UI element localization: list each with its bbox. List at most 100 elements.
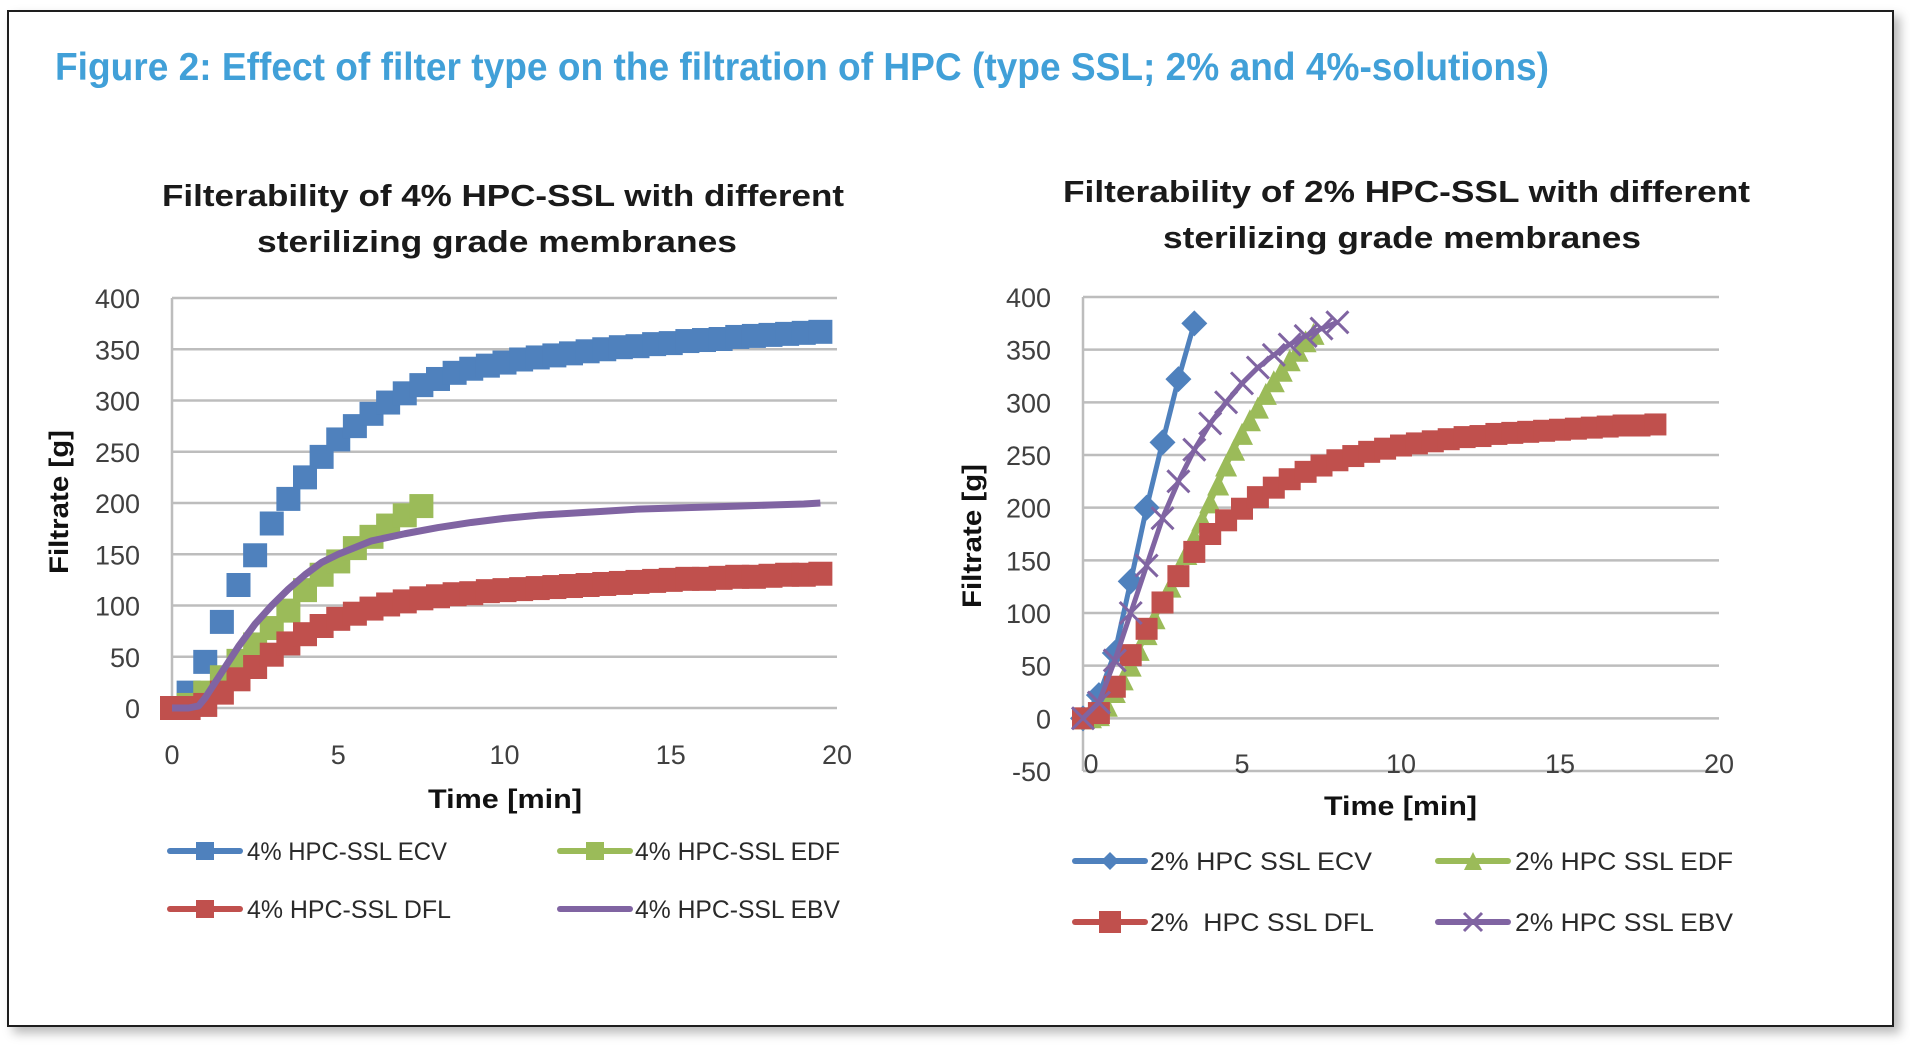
data-point xyxy=(409,494,434,519)
plot-series xyxy=(1070,310,1667,732)
legend-item-dfl: 2% HPC SSL DFL xyxy=(1072,909,1374,937)
legend-marker-icon xyxy=(1464,852,1482,870)
legend-item-edf: 4% HPC-SSL EDF xyxy=(557,838,840,866)
legend-label: 4% HPC-SSL DFL xyxy=(247,896,451,924)
data-point xyxy=(1199,491,1222,514)
y-tick-label: 250 xyxy=(1006,441,1051,471)
data-point xyxy=(808,319,833,344)
data-point xyxy=(808,561,833,586)
series-ebv xyxy=(1070,310,1350,731)
legend-item-ecv: 4% HPC-SSL ECV xyxy=(167,838,447,866)
data-point xyxy=(1231,422,1253,445)
legend-label: 2% HPC SSL DFL xyxy=(1150,909,1374,937)
legend-item-ebv: 2% HPC SSL EBV xyxy=(1435,909,1733,937)
data-point xyxy=(243,543,268,568)
chart-2pct-hpc-ssl: Filterability of 2% HPC-SSL with differe… xyxy=(957,174,1750,937)
y-tick-label: 350 xyxy=(1006,336,1051,366)
data-point xyxy=(1214,390,1239,415)
data-point xyxy=(1150,506,1175,531)
x-axis-title: Time [min] xyxy=(428,784,582,814)
series-ebv xyxy=(172,499,821,712)
y-tick-label: 150 xyxy=(95,540,140,570)
chart-title-line-1: Filterability of 2% HPC-SSL with differe… xyxy=(1063,174,1750,209)
y-tick-label: -50 xyxy=(1012,757,1051,787)
y-tick-label: 250 xyxy=(95,438,140,468)
chart-title-line-2: sterilizing grade membranes xyxy=(257,224,737,259)
data-point xyxy=(1167,565,1190,588)
legend-item-ecv: 2% HPC SSL ECV xyxy=(1072,848,1372,876)
data-point xyxy=(1119,644,1142,667)
chart-title-line-2: sterilizing grade membranes xyxy=(1163,220,1641,255)
y-tick-label: 200 xyxy=(1006,494,1051,524)
figure-title: Figure 2: Effect of filter type on the f… xyxy=(55,46,1549,89)
x-tick-label: 5 xyxy=(331,740,346,770)
y-tick-label: 100 xyxy=(1006,599,1051,629)
legend: 4% HPC-SSL ECV 4% HPC-SSL EDF 4% HPC-SSL D… xyxy=(167,838,840,924)
data-point xyxy=(1149,429,1176,456)
data-point xyxy=(1245,355,1270,380)
data-point xyxy=(1325,310,1350,335)
legend-marker-icon xyxy=(1101,852,1119,870)
data-point xyxy=(1238,409,1261,432)
data-point xyxy=(1644,413,1667,436)
series-ecv xyxy=(160,319,833,720)
x-axis-title: Time [min] xyxy=(1324,791,1477,821)
data-point xyxy=(1198,411,1223,436)
y-tick-labels: 0 50 100 150 200 250 300 350 400 xyxy=(95,284,140,724)
legend-marker-icon xyxy=(196,842,214,860)
x-tick-label: 10 xyxy=(489,740,519,770)
y-tick-label: 300 xyxy=(95,387,140,417)
y-tick-labels: -50 0 50 100 150 200 250 300 350 400 xyxy=(1006,283,1051,787)
data-point xyxy=(1134,553,1159,578)
data-point xyxy=(1182,437,1207,462)
y-tick-label: 150 xyxy=(1006,546,1051,576)
data-point xyxy=(1293,323,1318,349)
data-point xyxy=(1102,648,1127,673)
plot-series xyxy=(160,319,833,720)
data-point xyxy=(1277,332,1302,357)
x-tick-labels: 0 5 10 15 20 xyxy=(164,740,852,770)
legend-marker-icon xyxy=(196,900,214,918)
legend-label: 4% HPC-SSL EBV xyxy=(635,896,840,924)
data-point xyxy=(1254,382,1277,405)
data-point xyxy=(1223,438,1246,461)
legend-marker-icon xyxy=(586,842,604,860)
x-tick-label: 20 xyxy=(1704,749,1734,779)
x-tick-label: 0 xyxy=(1083,749,1098,779)
x-tick-label: 0 xyxy=(164,740,179,770)
series-dfl xyxy=(1072,413,1667,730)
chart-title-line-1: Filterability of 4% HPC-SSL with differe… xyxy=(162,178,844,213)
data-point xyxy=(1207,473,1230,496)
chart-4pct-hpc-ssl: Filterability of 4% HPC-SSL with differe… xyxy=(44,178,852,924)
data-point xyxy=(276,486,301,511)
y-tick-label: 0 xyxy=(125,694,140,724)
y-tick-label: 0 xyxy=(1036,704,1051,734)
data-point xyxy=(1261,342,1286,367)
y-axis-title: Filtrate [g] xyxy=(44,430,74,574)
data-point xyxy=(259,511,284,536)
data-point xyxy=(226,573,251,597)
data-point xyxy=(209,609,234,634)
series-ecv xyxy=(1070,310,1208,732)
data-point xyxy=(1309,316,1334,341)
y-tick-label: 100 xyxy=(95,592,140,622)
data-point xyxy=(1133,494,1160,521)
y-axis-title: Filtrate [g] xyxy=(957,464,987,608)
data-point xyxy=(1151,591,1174,614)
legend-label: 2% HPC SSL EBV xyxy=(1515,909,1733,937)
legend: 2% HPC SSL ECV 2% HPC SSL EDF 2% HPC SSL D… xyxy=(1072,848,1733,937)
legend-label: 4% HPC-SSL ECV xyxy=(247,838,447,866)
data-point xyxy=(1165,366,1192,393)
legend-item-dfl: 4% HPC-SSL DFL xyxy=(167,896,451,924)
legend-marker-icon xyxy=(1099,911,1121,933)
x-tick-label: 10 xyxy=(1386,749,1416,779)
data-point xyxy=(1086,690,1111,715)
data-point xyxy=(1215,454,1238,477)
y-tick-label: 50 xyxy=(110,643,140,673)
y-tick-label: 50 xyxy=(1021,652,1051,682)
data-point xyxy=(1183,540,1206,563)
series-line xyxy=(172,499,821,712)
data-point xyxy=(293,465,317,490)
y-tick-label: 300 xyxy=(1006,388,1051,418)
